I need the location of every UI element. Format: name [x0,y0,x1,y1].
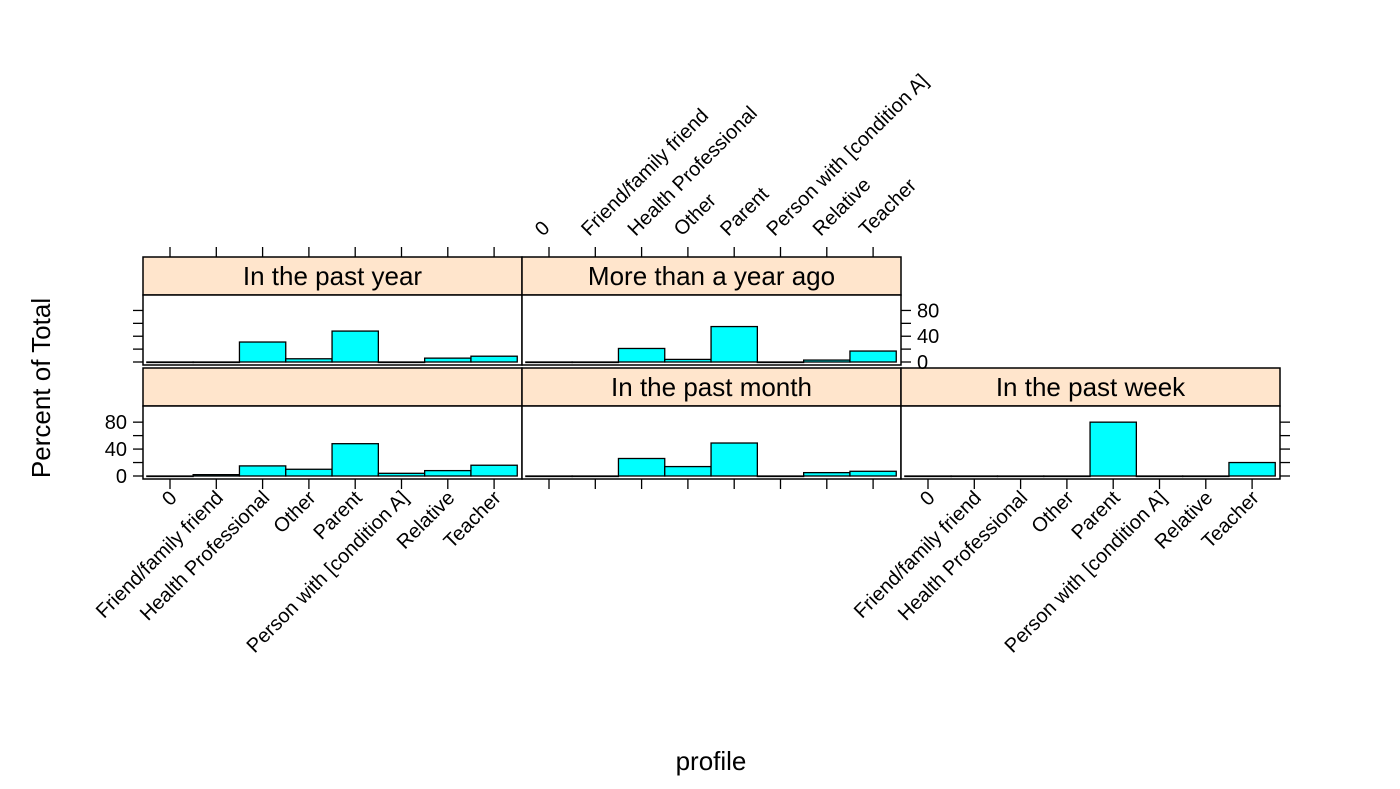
bar-parent [710,325,758,363]
bar-relative [803,471,851,477]
bar-health-professional [996,475,1045,478]
y-axis-title: Percent of Total [26,298,56,478]
strip-background [900,367,1281,407]
bar-friend-family-friend [192,361,241,364]
strip-label: In the past week [996,372,1186,402]
bar-other [664,358,712,363]
bar-relative [803,359,851,363]
bar-friend-family-friend [950,475,999,478]
bar-0 [904,475,952,478]
bar-relative [1182,475,1230,478]
bar-parent [331,443,379,477]
x-axis-title: profile [676,746,747,776]
bar-teacher [849,470,897,477]
bar-teacher [470,355,518,363]
bar-0 [525,475,573,478]
strip-background [521,367,902,407]
bar-person-with-condition-a [377,472,426,477]
bar-health-professional [238,465,287,477]
bar-parent [331,330,379,363]
bar-teacher [470,464,518,477]
y-tick-label: 40 [917,326,939,348]
bar-other [664,465,712,477]
y-tick-label: 0 [917,352,928,374]
bar-teacher [1228,461,1276,477]
bar-0 [525,361,573,364]
bar-person-with-condition-a [756,475,805,478]
bar-other [285,468,333,477]
y-tick-label: 80 [917,300,939,322]
panel-in-the-past-week: In the past week [900,367,1281,480]
bar-relative [423,469,472,477]
y-tick-label: 0 [116,466,127,488]
panel-more-than-a-year-ago: More than a year ago [521,256,902,366]
x-tick-label: 0 [916,487,939,510]
strip-label: In the past month [611,372,812,402]
strip-label: More than a year ago [588,261,835,291]
bar-health-professional [238,341,287,363]
bar-teacher [849,350,897,363]
panel-in-the-past-month: In the past month [521,367,902,480]
bar-person-with-condition-a [756,361,805,364]
bar-0 [146,361,194,364]
bar-health-professional [617,347,666,363]
y-tick-label: 80 [105,412,127,434]
x-tick-label: 0 [158,487,181,510]
strip-background [521,256,902,296]
bar-friend-family-friend [192,474,241,477]
y-tick-label: 40 [105,439,127,461]
panel-unlabeled [142,367,523,480]
bar-relative [423,357,472,363]
bar-other [285,358,333,363]
bar-friend-family-friend [571,475,620,478]
strip-label: In the past year [243,261,423,291]
plot-frame [142,294,523,366]
bar-parent [710,442,758,477]
x-tick-label: Parent [716,183,774,241]
bar-person-with-condition-a [1135,475,1184,478]
strip-background [142,256,523,296]
bar-other [1043,475,1091,478]
bar-friend-family-friend [571,361,620,364]
x-tick-label: 0 [531,217,554,240]
bar-health-professional [617,457,666,477]
bar-parent [1089,421,1138,477]
bar-0 [146,475,194,478]
strip-background [142,367,523,407]
bar-person-with-condition-a [377,361,426,364]
panels-layer: In the past month In the past week In the … [92,70,1290,657]
panel-in-the-past-year: In the past year [142,256,523,366]
